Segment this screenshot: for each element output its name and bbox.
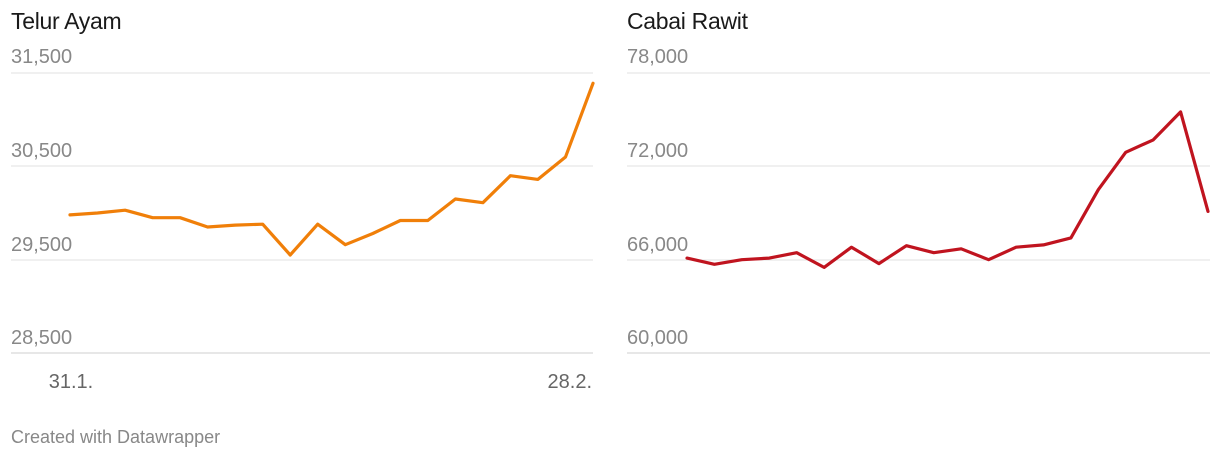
gridlines (11, 72, 593, 354)
y-tick-label: 60,000 (627, 327, 688, 349)
x-axis: 31.1. 28.2. (49, 371, 592, 393)
y-tick-label: 31,500 (11, 46, 72, 68)
y-tick-label: 29,500 (11, 234, 72, 256)
y-tick-label: 30,500 (11, 140, 72, 162)
panel-title: Telur Ayam (11, 8, 121, 34)
series-line-telur-ayam (68, 81, 595, 257)
footer-credit: Created with Datawrapper (11, 427, 221, 447)
y-tick-label: 72,000 (627, 140, 688, 162)
series-line-cabai-rawit (685, 110, 1210, 269)
y-tick-label: 28,500 (11, 327, 72, 349)
x-tick-label: 28.2. (548, 371, 592, 393)
chart-panel-telur-ayam: Telur Ayam 31,500 30,500 29,500 28,500 3… (11, 8, 595, 393)
x-tick-label: 31.1. (49, 371, 93, 393)
chart-panel-cabai-rawit: Cabai Rawit 78,000 72,000 66,000 60,000 (627, 8, 1210, 354)
y-axis: 31,500 30,500 29,500 28,500 (11, 46, 72, 349)
gridlines (627, 72, 1210, 354)
y-axis: 78,000 72,000 66,000 60,000 (627, 46, 688, 349)
panel-title: Cabai Rawit (627, 8, 749, 34)
y-tick-label: 66,000 (627, 234, 688, 256)
y-tick-label: 78,000 (627, 46, 688, 68)
